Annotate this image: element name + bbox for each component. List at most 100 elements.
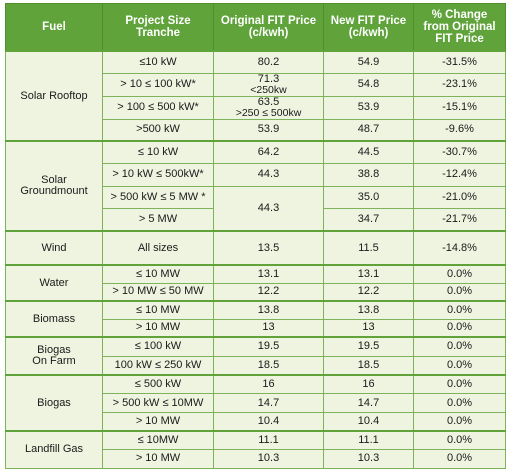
original-price-cell: 12.2 — [213, 282, 324, 302]
change-cell: 0.0% — [413, 411, 506, 432]
original-price-cell: 11.1 — [213, 430, 324, 451]
change-cell: 0.0% — [413, 336, 506, 357]
new-price-cell: 48.7 — [323, 118, 414, 142]
new-price-cell: 19.5 — [323, 336, 414, 357]
original-price-cell: 44.3 — [213, 163, 324, 187]
new-price-cell: 54.9 — [323, 50, 414, 74]
change-cell: -9.6% — [413, 118, 506, 142]
table-row: > 10 MW 10.4 10.4 0.0% — [6, 411, 506, 432]
tranche-cell: ≤ 500 kW — [102, 374, 214, 395]
original-price-cell: 13 — [213, 318, 324, 338]
tranche-cell: > 5 MW — [102, 208, 214, 232]
fit-table: Fuel Project Size Tranche Original FIT Pri… — [5, 3, 506, 469]
new-price-cell: 10.3 — [323, 449, 414, 469]
change-cell: 0.0% — [413, 449, 506, 469]
tranche-cell: ≤ 100 kW — [102, 336, 214, 357]
table-row: > 10 ≤ 100 kW* 71.3 <250kw 54.8 -23.1% — [6, 72, 506, 97]
fuel-cell: Solar Rooftop — [5, 50, 103, 142]
change-cell: 0.0% — [413, 393, 506, 413]
original-price-cell: 19.5 — [213, 336, 324, 357]
original-price: 18.5 — [257, 358, 280, 371]
header-cell: Fuel — [5, 3, 103, 52]
header-cell: Original FIT Price (c/kwh) — [213, 3, 324, 52]
table-row: >500 kW 53.9 48.7 -9.6% — [6, 118, 506, 142]
tranche-cell: > 10 MW — [102, 449, 214, 469]
tranche-cell: > 500 kW ≤ 10MW — [102, 393, 214, 413]
original-price-cell: 10.3 — [213, 449, 324, 469]
new-price-cell: 12.2 — [323, 282, 414, 302]
new-price-cell: 13.1 — [323, 264, 414, 284]
original-price: 71.3 — [257, 72, 280, 85]
original-price-cell: 80.2 — [213, 50, 324, 74]
new-price-cell: 10.4 — [323, 411, 414, 432]
table-row: Solar Rooftop ≤10 kW 80.2 54.9 -31.5% — [5, 50, 506, 142]
original-price: 44.3 — [257, 168, 280, 181]
table-row: 100 kW ≤ 250 kW 18.5 18.5 0.0% — [6, 355, 506, 376]
fuel-cell: Landfill Gas — [5, 430, 103, 469]
change-cell: 0.0% — [413, 264, 506, 284]
tranche-cell: ≤ 10 MW — [102, 300, 214, 320]
fuel-cell: Biogas — [5, 373, 103, 432]
tranche-cell: 100 kW ≤ 250 kW — [102, 355, 214, 376]
change-cell: -12.4% — [413, 163, 506, 187]
table-row: > 10 MW 10.3 10.3 0.0% — [6, 449, 506, 469]
tranche-cell: ≤ 10MW — [102, 430, 214, 451]
new-price-cell: 35.0 — [323, 185, 414, 209]
original-price: 10.3 — [257, 452, 280, 465]
tranche-cell: > 10 MW — [102, 411, 214, 432]
original-price-cell: 53.9 — [213, 118, 324, 142]
table-row: Water ≤ 10 MW 13.1 13.1 0.0% — [5, 264, 506, 302]
original-price: 11.1 — [258, 434, 279, 447]
original-price-cell: 10.4 — [213, 411, 324, 432]
tranche-cell: ≤10 kW — [102, 50, 214, 74]
original-price-cell: 16 — [213, 374, 324, 395]
change-cell: -15.1% — [413, 95, 506, 120]
fuel-cell: Wind — [5, 230, 103, 266]
new-price-cell: 14.7 — [323, 393, 414, 413]
table-row: Wind All sizes 13.5 11.5 -14.8% — [5, 230, 506, 266]
original-price: 64.2 — [257, 146, 280, 158]
tranche-cell: >500 kW — [102, 118, 214, 142]
table-row: Biogas ≤ 500 kW 16 16 0.0% — [5, 373, 506, 432]
table-row: Biomass ≤ 10 MW 13.8 13.8 0.0% — [5, 300, 506, 338]
table-row: Biogas On Farm ≤ 100 kW 19.5 19.5 0.0% — [5, 336, 506, 376]
tranche-cell: ≤ 10 MW — [102, 264, 214, 284]
new-price-cell: 13.8 — [323, 300, 414, 320]
table-row: > 500 kW ≤ 10MW 14.7 14.7 0.0% — [6, 393, 506, 413]
change-cell: -21.0% — [413, 185, 506, 209]
fuel-cell: Biogas On Farm — [5, 336, 103, 376]
table-row: Landfill Gas ≤ 10MW 11.1 11.1 0.0% — [5, 430, 506, 469]
change-cell: -21.7% — [413, 208, 506, 232]
table-row: > 10 MW 13 13 0.0% — [6, 318, 506, 338]
fuel-cell: Biomass — [5, 300, 103, 338]
table-row: > 10 kW ≤ 500kW* 44.3 38.8 -12.4% — [6, 163, 506, 187]
original-price-cell: 44.3 — [213, 185, 324, 232]
new-price-cell: 38.8 — [323, 163, 414, 187]
original-note: <250kw — [250, 83, 287, 96]
tranche-cell: > 10 MW ≤ 50 MW — [102, 282, 214, 302]
original-price-cell: 18.5 — [213, 355, 324, 376]
tranche-cell: > 10 ≤ 100 kW* — [102, 72, 214, 97]
change-cell: -14.8% — [413, 230, 506, 266]
change-cell: 0.0% — [413, 355, 506, 376]
table-row: > 500 kW ≤ 5 MW * 44.3 35.0 -21.0% — [6, 185, 506, 232]
original-price-cell: 13.5 — [213, 230, 324, 266]
original-price: 44.3 — [257, 201, 280, 214]
fuel-cell: Solar Groundmount — [5, 140, 103, 232]
fuel-cell: Water — [5, 264, 103, 302]
original-note: >250 ≤ 500kw — [235, 106, 302, 119]
new-price-cell: 16 — [323, 374, 414, 395]
original-price: 10.4 — [257, 414, 280, 427]
original-price: 14.7 — [257, 396, 280, 409]
new-price-cell: 44.5 — [323, 140, 414, 164]
new-price-cell: 11.5 — [323, 230, 414, 266]
original-price-cell: 71.3 <250kw — [213, 72, 324, 97]
original-price-cell: 13.8 — [213, 300, 324, 320]
original-price: 53.9 — [257, 123, 280, 136]
header-cell: % Change from Original FIT Price — [413, 3, 506, 52]
new-price-cell: 11.1 — [323, 430, 414, 451]
header-cell: Project Size Tranche — [102, 3, 214, 52]
original-price: 16 — [262, 378, 275, 391]
original-price-cell: 14.7 — [213, 393, 324, 413]
